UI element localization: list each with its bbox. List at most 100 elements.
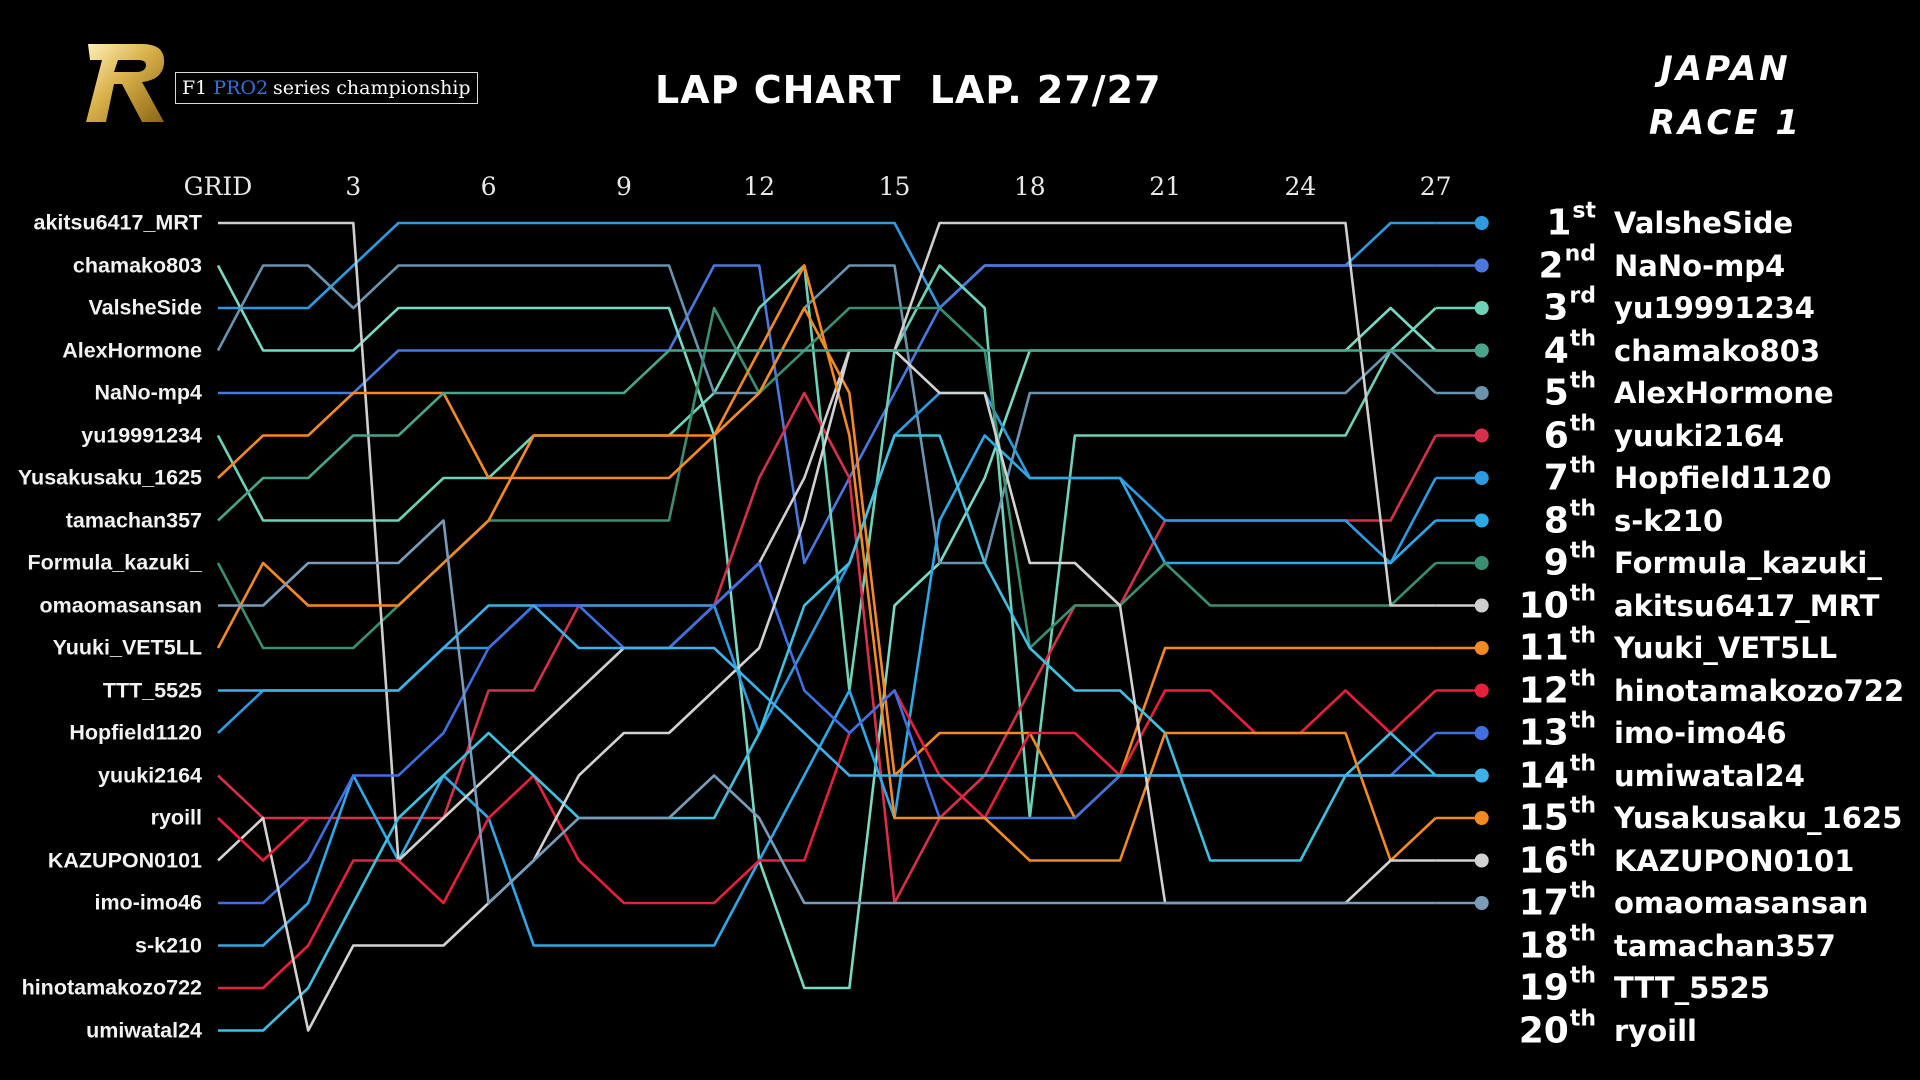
finish-driver-name: Hopfield1120 (1614, 461, 1832, 495)
series-line-NaNo-mp4 (218, 264, 1436, 565)
finish-position: 11th (1494, 624, 1596, 669)
position-number: 11 (1518, 627, 1569, 669)
finish-position: 8th (1494, 496, 1596, 541)
finish-position: 5th (1494, 369, 1596, 414)
finish-position: 7th (1494, 454, 1596, 499)
series-suffix: series championship (273, 77, 471, 99)
finish-driver-name: ryoill (1614, 1013, 1697, 1048)
position-number: 3 (1543, 287, 1569, 329)
position-number: 10 (1518, 585, 1569, 626)
finish-driver-name: AlexHormone (1614, 376, 1834, 410)
position-number: 2 (1538, 245, 1564, 286)
x-tick-label: 6 (480, 172, 497, 201)
finish-driver-name: Yusakusaku_1625 (1614, 801, 1903, 835)
position-number: 19 (1518, 967, 1569, 1009)
event-name: JAPAN RACE 1 (1649, 42, 1802, 150)
position-suffix: rd (1569, 283, 1596, 309)
finish-position: 18th (1494, 921, 1596, 966)
grid-driver-label: AlexHormone (62, 338, 202, 362)
finish-position: 1st (1494, 199, 1596, 244)
grid-driver-label: akitsu6417_MRT (33, 210, 203, 235)
series-prefix: F1 (182, 77, 208, 99)
series-logo: F1 PRO2 series championship (80, 38, 478, 128)
position-suffix: th (1569, 836, 1596, 861)
finish-driver-name: ValsheSide (1614, 206, 1794, 240)
finish-position: 2nd (1494, 241, 1596, 286)
finish-position: 15th (1494, 794, 1596, 839)
position-number: 13 (1518, 712, 1569, 754)
position-number: 5 (1543, 372, 1569, 414)
position-suffix: th (1569, 368, 1596, 394)
position-suffix: th (1569, 581, 1596, 606)
series-line-s-k210 (218, 434, 1437, 947)
x-tick-label: 24 (1284, 172, 1317, 201)
position-number: 18 (1518, 925, 1569, 966)
finish-driver-name: s-k210 (1614, 503, 1724, 538)
position-suffix: th (1569, 411, 1596, 436)
series-line-omaomasansan (218, 519, 1436, 905)
position-suffix: th (1569, 878, 1596, 904)
x-tick-label: 18 (1013, 172, 1046, 201)
finish-position: 14th (1494, 751, 1596, 796)
position-number: 16 (1518, 840, 1569, 881)
finish-driver-name: tamachan357 (1614, 928, 1836, 963)
finish-driver-name: Formula_kazuki_ (1614, 546, 1882, 580)
finish-driver-name: imo-imo46 (1614, 716, 1787, 750)
series-line-umiwatal24 (218, 434, 1437, 1032)
x-tick-label: 21 (1149, 172, 1181, 201)
finish-driver-name: chamako803 (1614, 333, 1821, 368)
grid-driver-label: ValsheSide (88, 295, 202, 320)
finish-driver-name: Yuuki_VET5LL (1614, 631, 1838, 665)
series-line-KAZUPON0101 (217, 349, 1436, 1032)
finish-position: 6th (1494, 411, 1596, 456)
finish-driver-name: KAZUPON0101 (1614, 843, 1855, 878)
grid-driver-label: KAZUPON0101 (47, 848, 202, 872)
series-line-akitsu6417_MRT (218, 221, 1436, 862)
position-number: 12 (1518, 670, 1569, 711)
x-tick-label: 12 (743, 172, 776, 201)
grid-driver-label: imo-imo46 (94, 890, 202, 915)
x-tick-label: 15 (878, 172, 911, 201)
grid-driver-label: yu19991234 (81, 423, 202, 447)
position-suffix: th (1569, 921, 1596, 946)
finish-position: 17th (1494, 879, 1596, 924)
finish-driver-name: hinotamakozo722 (1614, 673, 1905, 708)
series-highlight: PRO2 (213, 77, 269, 99)
position-suffix: th (1569, 326, 1596, 351)
finish-position: 4th (1494, 326, 1596, 371)
r-logo-icon (86, 44, 165, 122)
finish-driver-name: TTT_5525 (1614, 971, 1770, 1005)
grid-driver-label: umiwatal24 (86, 1018, 202, 1042)
grid-driver-label: tamachan357 (65, 508, 202, 532)
series-line-chamako803 (216, 264, 1437, 990)
x-tick-label: 27 (1419, 172, 1452, 201)
position-number: 15 (1518, 797, 1569, 839)
finish-driver-name: yuuki2164 (1614, 418, 1785, 453)
event-line-2: RACE 1 (1648, 103, 1802, 143)
finish-driver-name: umiwatal24 (1614, 758, 1805, 793)
grid-driver-label: omaomasansan (39, 593, 202, 617)
finish-driver-name: omaomasansan (1614, 886, 1869, 920)
finish-position: 19th (1494, 964, 1596, 1009)
position-number: 6 (1543, 415, 1569, 456)
series-name-box: F1 PRO2 series championship (175, 72, 478, 104)
series-line-tamachan357 (217, 349, 1436, 522)
finish-position: 13th (1494, 709, 1596, 754)
position-suffix: th (1569, 666, 1596, 691)
position-suffix: th (1569, 793, 1596, 819)
position-suffix: th (1569, 538, 1596, 564)
grid-driver-label: yuuki2164 (98, 763, 202, 787)
finish-position: 9th (1494, 539, 1596, 584)
event-line-1: JAPAN (1660, 49, 1791, 89)
grid-driver-label: NaNo-mp4 (94, 380, 202, 405)
x-tick-label: 3 (345, 172, 362, 201)
finish-position: 3rd (1494, 284, 1596, 329)
position-suffix: nd (1564, 241, 1596, 266)
grid-driver-label: Formula_kazuki_ (27, 550, 202, 575)
position-suffix: st (1572, 198, 1596, 224)
series-line-hinotamakozo722 (218, 689, 1437, 990)
series-line-TTT_5525 (218, 604, 1436, 777)
finish-position: 16th (1494, 836, 1596, 881)
